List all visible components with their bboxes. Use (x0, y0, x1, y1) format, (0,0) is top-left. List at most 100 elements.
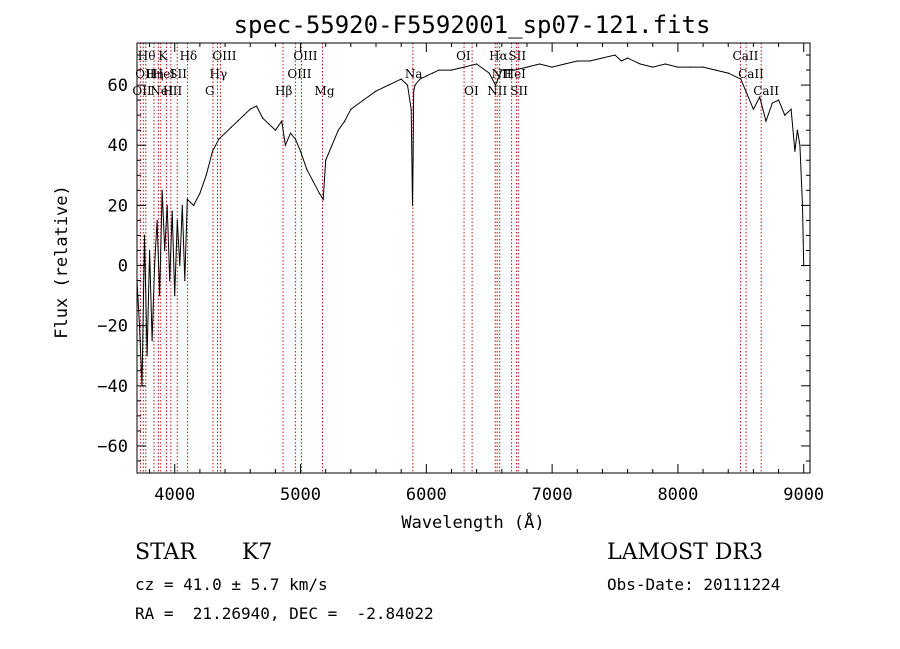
data-point (627, 57, 629, 59)
marker-label-16: Mg (315, 84, 335, 98)
y-tick-label-2: −20 (97, 317, 128, 337)
x-axis: 4000 5000 6000 7000 8000 9000 (149, 43, 824, 505)
data-point (601, 57, 604, 59)
marker-label-13: Hβ (275, 84, 292, 98)
x-axis-label: Wavelength (Å) (401, 511, 544, 533)
data-point (325, 159, 327, 161)
marker-label-9: Hδ (180, 49, 198, 63)
data-point (425, 75, 427, 77)
data-point (513, 69, 516, 71)
data-point (171, 210, 173, 212)
data-point (322, 198, 324, 200)
data-point (411, 204, 414, 206)
data-point (771, 102, 773, 104)
marker-label-3: Hη (146, 67, 164, 81)
data-point (205, 174, 207, 176)
marker-label-28: CaII (753, 84, 779, 98)
data-point (179, 264, 181, 267)
marker-label-21: Hα (489, 49, 508, 63)
data-point (715, 69, 717, 71)
data-point (614, 54, 616, 56)
data-point (759, 96, 761, 98)
marker-label-5: HeI (153, 67, 176, 81)
data-point (538, 63, 541, 65)
data-point (306, 168, 308, 170)
data-point (576, 60, 578, 62)
data-point (318, 192, 320, 194)
data-point (174, 295, 176, 297)
data-point (476, 63, 478, 65)
data-point (166, 204, 168, 206)
marker-label-23: HeI (504, 67, 527, 81)
data-point (752, 108, 755, 110)
data-point (620, 60, 622, 62)
marker-label-4: NeIII (150, 84, 182, 98)
marker-label-2: Hθ (138, 49, 156, 63)
data-point (151, 340, 153, 342)
data-point (450, 69, 453, 71)
data-point (344, 120, 346, 122)
data-point (727, 72, 729, 74)
marker-label-24: SII (508, 49, 526, 63)
data-point (281, 120, 283, 122)
data-point (652, 66, 654, 68)
data-point (740, 78, 742, 80)
y-tick-label-0: −60 (97, 437, 128, 457)
data-point (784, 114, 786, 116)
data-point (400, 78, 402, 80)
data-point (778, 99, 780, 101)
marker-label-25: SII (510, 84, 528, 98)
data-point (745, 90, 747, 92)
data-point (432, 72, 434, 74)
marker-label-12: OIII (212, 49, 236, 63)
line-markers: OIIOIIHθHηNeIIIHeIKHSIIHδGHγOIIIHβOIIIOI… (132, 43, 779, 473)
data-point (284, 144, 286, 146)
data-point (143, 234, 146, 236)
marker-label-10: G (205, 84, 215, 98)
data-point (796, 129, 799, 131)
data-point (414, 84, 416, 86)
data-point (375, 90, 377, 92)
data-point (639, 63, 641, 65)
marker-label-18: OI (456, 49, 471, 63)
data-point (526, 66, 528, 68)
y-tick-label-4: 20 (108, 196, 128, 216)
data-point (551, 66, 553, 68)
data-point (159, 295, 161, 297)
x-tick-label-2: 6000 (406, 485, 447, 505)
data-point (294, 138, 297, 140)
data-point (199, 192, 201, 194)
data-point (501, 69, 503, 71)
data-point (230, 126, 232, 128)
object-class: STAR (135, 540, 196, 565)
marker-label-0: OII (132, 84, 152, 98)
data-point (331, 144, 333, 146)
data-point (243, 114, 245, 116)
marker-label-20: NII (487, 84, 507, 98)
data-point (677, 66, 679, 68)
marker-label-27: CaII (738, 67, 764, 81)
data-point (412, 159, 414, 161)
data-point (702, 66, 704, 68)
marker-label-8: SII (169, 67, 187, 81)
marker-label-6: K (158, 49, 168, 63)
data-point (362, 99, 364, 101)
series-group (136, 54, 805, 387)
data-point (664, 63, 666, 65)
data-point (438, 69, 440, 71)
x-tick-label-4: 8000 (657, 485, 698, 505)
data-point (388, 84, 390, 86)
marker-label-15: OIII (293, 49, 317, 63)
data-point (237, 120, 239, 122)
y-tick-label-1: −40 (97, 377, 128, 397)
data-point (463, 66, 465, 68)
data-point (410, 108, 412, 110)
data-point (350, 108, 352, 110)
marker-label-7: H (163, 84, 173, 98)
data-point (169, 280, 171, 282)
data-point (156, 219, 158, 221)
y-axis-label: Flux (relative) (52, 185, 72, 339)
marker-label-17: Na (405, 67, 423, 81)
data-point (184, 280, 186, 282)
